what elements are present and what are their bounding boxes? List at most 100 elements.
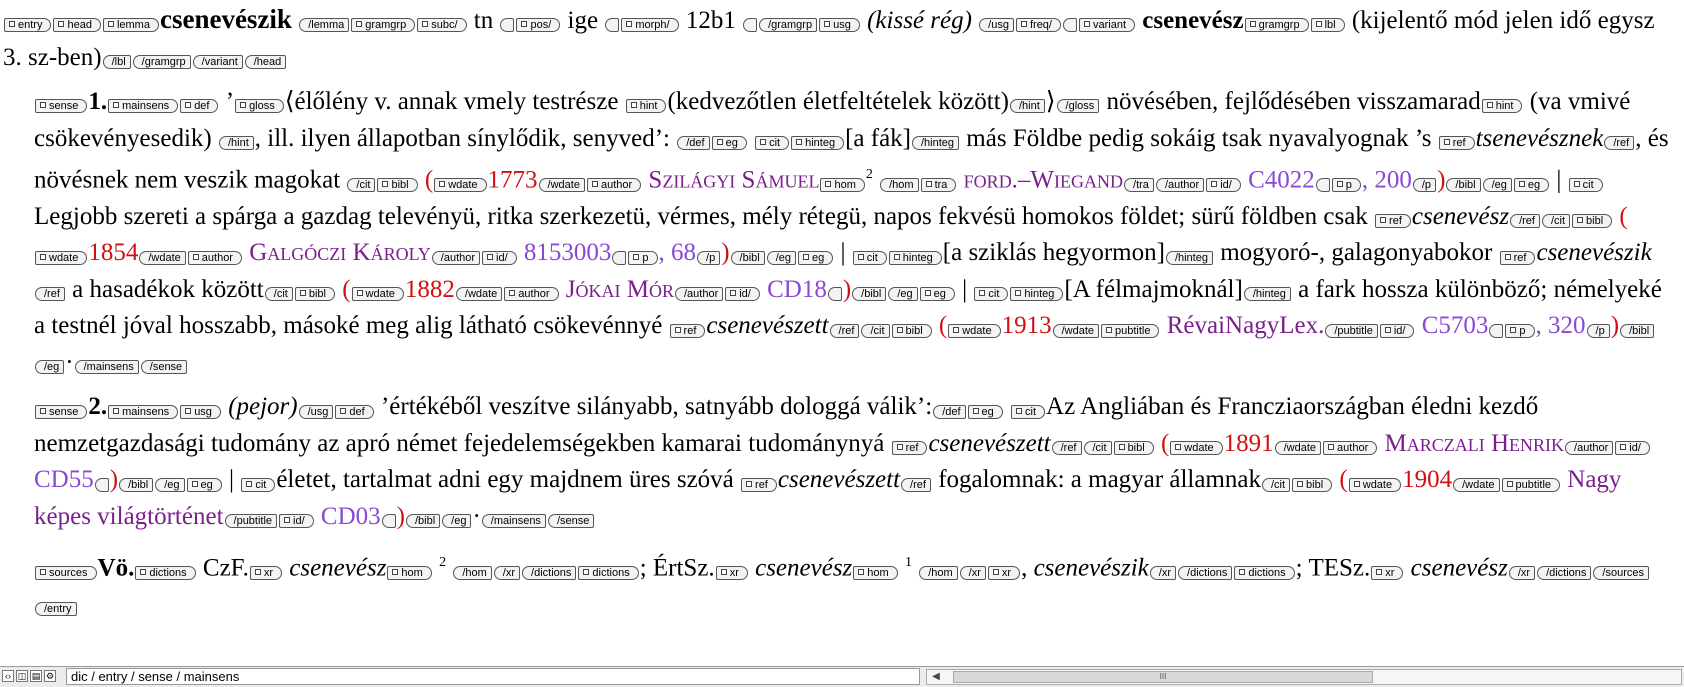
tag-mainsens-open[interactable]: mainsens [108,404,179,419]
tag-ref-close[interactable]: /ref [35,287,65,302]
tags-partial-icon[interactable]: ◫ [16,670,28,682]
tag-usg-close[interactable]: /usg [298,404,334,419]
tag-gramgrp-close[interactable]: /gramgrp [132,54,191,69]
tag-author-open[interactable]: author [504,287,559,302]
tag-xr-close[interactable]: /xr [959,565,986,580]
tag-hinteg-open[interactable]: hinteg [791,135,845,150]
tag-bibl-close[interactable]: /bibl [1620,323,1655,338]
tag-hinteg-close[interactable]: /hinteg [912,135,960,150]
tag-cit-open[interactable]: cit [1568,177,1603,192]
tag-sense-open[interactable]: sense [35,404,88,419]
tag-cit-close[interactable]: /cit [347,177,376,192]
scroll-left-icon[interactable]: ◀ [932,671,940,682]
tag-p-close[interactable]: /p [1586,323,1610,338]
tag-head-close[interactable]: /head [244,54,287,69]
tag-def-close[interactable]: /def [677,135,710,150]
tag-cit-open[interactable]: cit [852,250,887,265]
tag-ref-open[interactable]: ref [1499,250,1536,265]
tag-ref-open[interactable]: ref [669,323,706,338]
tag-ref-close[interactable]: /ref [1510,214,1540,229]
tag-variant-close[interactable]: /variant [192,54,243,69]
tag-hinteg-close[interactable]: /hinteg [1243,287,1291,302]
tag-eg-close[interactable]: /eg [442,514,472,529]
tag-xr-close[interactable]: /xr [493,565,521,580]
tag-id[interactable]: id/ [725,287,760,302]
tag-hom-open[interactable]: hom [853,565,898,580]
tag-id[interactable]: id/ [482,250,517,265]
tag-bibl-open[interactable]: bibl [294,287,335,302]
tag-xr-open[interactable]: xr [1371,565,1404,580]
tag-wdate-close[interactable]: /wdate [455,287,503,302]
tag-dictions-close[interactable]: /dictions [522,565,577,580]
tag-wdate-open[interactable]: wdate [351,287,404,302]
tag-gramgrp-close[interactable]: /gramgrp [759,18,818,33]
tag-eg-open[interactable]: eg [186,477,222,492]
tag-pos[interactable]: pos/ [516,18,561,33]
tag-hom-open[interactable]: hom [820,177,865,192]
tag-dictions-open[interactable]: dictions [135,565,196,580]
tag-pubtitle-close[interactable]: /pubtitle [1325,323,1378,338]
tag-xr-close[interactable]: /xr [1149,565,1177,580]
tag-mainsens-open[interactable]: mainsens [108,99,179,114]
tag-id[interactable]: id/ [279,514,314,529]
tag-entry-open[interactable]: entry [4,18,52,33]
tag-author-open[interactable]: author [187,250,242,265]
tag-def-close[interactable]: /def [933,404,966,419]
tag-p-close[interactable]: /p [1412,177,1437,192]
tag-author-close[interactable]: /author [1155,177,1205,192]
tag-eg-open[interactable]: eg [798,250,834,265]
tag-wdate-close[interactable]: /wdate [538,177,585,192]
tag-author-close[interactable]: /author [1565,441,1614,456]
tag-empty-close[interactable] [605,18,620,33]
tag-ref-open[interactable]: ref [1375,214,1411,229]
tag-bibl-close[interactable]: /bibl [119,477,154,492]
tag-variant-open[interactable]: variant [1078,18,1136,33]
tag-pubtitle-open[interactable]: pubtitle [1501,477,1561,492]
tag-id[interactable]: id/ [1615,441,1650,456]
tag-hom-close[interactable]: /hom [880,177,919,192]
tag-hinteg-open[interactable]: hinteg [888,250,942,265]
tag-ref-close[interactable]: /ref [1604,135,1635,150]
tag-eg-close[interactable]: /eg [1482,177,1512,192]
tag-empty-close[interactable] [827,287,842,302]
tag-wdate-close[interactable]: /wdate [1453,477,1500,492]
tag-sense-close[interactable]: /sense [547,514,595,529]
tag-ref-close[interactable]: /ref [829,323,860,338]
tag-bibl-close[interactable]: /bibl [1446,177,1481,192]
tag-eg-open[interactable]: eg [711,135,747,150]
tag-ref-close[interactable]: /ref [1051,441,1082,456]
tag-hinteg-close[interactable]: /hinteg [1165,250,1213,265]
tag-bibl-close[interactable]: /bibl [730,250,765,265]
tag-lemma-close[interactable]: /lemma [299,18,350,33]
tag-gloss-close[interactable]: /gloss [1056,99,1100,114]
tag-empty-close[interactable] [1489,323,1504,338]
tag-hinteg-open[interactable]: hinteg [1010,287,1064,302]
tag-gramgrp-open[interactable]: gramgrp [1244,18,1309,33]
tag-wdate-close[interactable]: /wdate [139,250,186,265]
tag-cit-close[interactable]: /cit [1083,441,1112,456]
tag-ref-open[interactable]: ref [1438,135,1475,150]
tag-empty-close[interactable] [381,514,396,529]
tag-usg-open[interactable]: usg [819,18,860,33]
tag-empty-close[interactable] [743,18,758,33]
tag-cit-close[interactable]: /cit [1541,214,1571,229]
tag-mainsens-close[interactable]: /mainsens [481,514,546,529]
document-icon[interactable]: ▤ [30,670,42,682]
tag-cit-close[interactable]: /cit [1261,477,1291,492]
tag-p-open[interactable]: p [1331,177,1361,192]
tag-pubtitle-open[interactable]: pubtitle [1101,323,1160,338]
tag-bibl-open[interactable]: bibl [377,177,418,192]
tag-empty-close[interactable] [94,477,109,492]
tag-bibl-close[interactable]: /bibl [852,287,887,302]
tag-cit-open[interactable]: cit [1011,404,1046,419]
tag-lbl-close[interactable]: /lbl [102,54,131,69]
tag-head-open[interactable]: head [53,18,101,33]
tag-entry-close[interactable]: /entry [35,602,77,617]
tag-dictions-close[interactable]: /dictions [1537,565,1592,580]
tag-freq[interactable]: freq/ [1015,18,1061,33]
tag-bibl-open[interactable]: bibl [1572,214,1613,229]
tag-hint-open[interactable]: hint [625,99,667,114]
tag-xr-open[interactable]: xr [249,565,282,580]
tag-def-open[interactable]: def [335,404,374,419]
tag-author-open[interactable]: author [1323,441,1378,456]
